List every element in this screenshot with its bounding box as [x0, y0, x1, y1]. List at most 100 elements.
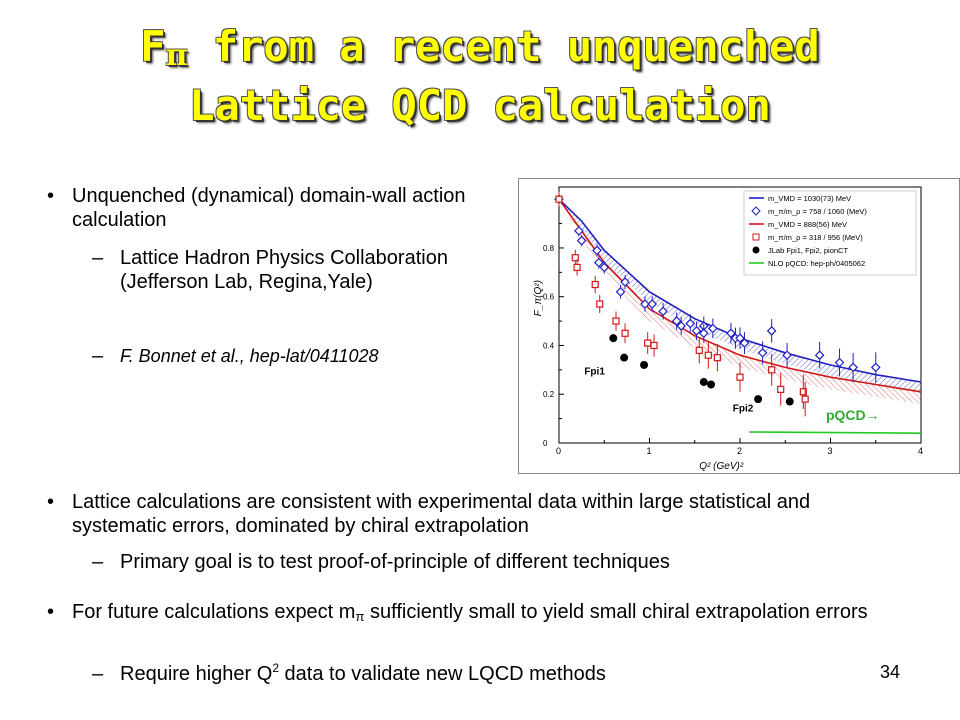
y-tick-label: 0.2 [543, 390, 555, 399]
bullet-1-text: Unquenched (dynamical) domain-wall actio… [72, 185, 466, 231]
legend-entry: m_π/m_ρ = 758 / 1060 (MeV) [768, 207, 867, 216]
bullet-marker: • [47, 601, 55, 623]
dash-marker: – [92, 663, 104, 685]
jlab-data-point [699, 378, 708, 387]
dash-marker: – [92, 345, 104, 367]
legend-swatch [751, 206, 761, 216]
blue-diamond-point [576, 235, 587, 246]
green-pqcd-curve [749, 431, 922, 434]
jlab-data-point [640, 360, 649, 369]
title-line-2: Lattice QCD calculation [189, 81, 771, 130]
blue-diamond-point [782, 350, 792, 361]
jlab-data-point [620, 353, 629, 362]
chart-frame: 0 1 2 3 4 0 0.2 0.4 0.6 0.8 Q² (GeV)² F_π(Q²) m_VMD … [518, 178, 960, 474]
x-tick-label: 1 [647, 446, 652, 456]
blue-diamond-point [735, 333, 745, 344]
x-tick-label: 2 [737, 446, 742, 456]
red-square-point [644, 339, 652, 347]
legend-entry: m_VMD = 888(56) MeV [768, 220, 847, 229]
blue-diamond-point [698, 328, 709, 339]
annotation-fpi1: Fpi1 [584, 367, 605, 378]
title-f: F [140, 22, 166, 71]
slide-title: Fπ from a recent unquenched Lattice QCD … [0, 22, 960, 131]
bullet-marker: • [47, 491, 55, 513]
x-axis-label: Q² (GeV)² [699, 461, 744, 472]
dash-marker: – [92, 551, 104, 573]
blue-diamond-point [726, 328, 736, 339]
red-square-point [555, 195, 563, 203]
red-square-point [799, 388, 807, 396]
bullet-marker: • [47, 185, 55, 207]
red-square-point [650, 341, 658, 350]
bullet-3-text-a: For future calculations expect m [72, 601, 356, 623]
red-square-point [736, 373, 744, 381]
bullet-2-text: Lattice calculations are consistent with… [72, 491, 811, 537]
blue-diamond-point [658, 306, 668, 317]
bullet-1-sub-1: – Lattice Hadron Physics Collaboration (… [92, 246, 485, 294]
page-number: 34 [880, 662, 901, 682]
y-tick-label: 0.8 [543, 244, 555, 253]
blue-diamond-point [685, 318, 696, 329]
blue-diamond-point [848, 362, 858, 373]
blue-diamond-point [640, 299, 650, 309]
x-tick-label: 4 [918, 446, 923, 456]
bullet-2-sub-1: – Primary goal is to test proof-of-princ… [92, 550, 900, 574]
bullet-3-pi: π [355, 609, 365, 624]
y-tick-label: 0 [543, 439, 548, 448]
jlab-data-point [609, 334, 618, 343]
bullet-3: • For future calculations expect mπ suff… [47, 600, 872, 624]
blue-diamond-point [834, 357, 845, 368]
legend-entry: NLO pQCD: hep-ph/0405062 [768, 259, 865, 268]
red-square-point [621, 329, 629, 337]
jlab-data-point [707, 380, 716, 389]
legend-swatch [752, 233, 760, 241]
red-square-point [695, 346, 703, 354]
title-pi-subscript: π [165, 38, 188, 73]
bullet-1-sub-2-text: F. Bonnet et al., hep-lat/0411028 [120, 346, 379, 366]
red-square-point [801, 395, 809, 403]
legend-entry: JLab Fpi1, Fpi2, pionCT [768, 246, 848, 255]
y-axis-label: F_π(Q²) [533, 280, 544, 316]
blue-diamond-point [592, 245, 602, 256]
blue-diamond-point [691, 325, 702, 336]
bullet-3-sub-1: – Require higher Q2 data to validate new… [92, 661, 820, 686]
blue-diamond-point [739, 338, 750, 348]
legend-box [743, 190, 917, 276]
blue-diamond-point [599, 262, 610, 273]
bullet-1-sub-2: – F. Bonnet et al., hep-lat/0411028 [92, 344, 500, 368]
blue-diamond-point [620, 277, 630, 287]
blue-diamond-point [647, 299, 658, 309]
red-square-point [612, 317, 620, 325]
jlab-data-point [785, 397, 794, 406]
bullet-3-text-b: sufficiently small to yield small chiral… [364, 601, 868, 623]
red-square-point [571, 254, 579, 262]
blue-diamond-point [574, 226, 584, 236]
blue-diamond-point [766, 325, 777, 336]
blue-diamond-point [671, 316, 682, 326]
title-line-1: Fπ from a recent unquenched [0, 22, 960, 81]
red-square-point [596, 300, 604, 308]
y-tick-label: 0.6 [543, 293, 555, 302]
jlab-data-point [754, 395, 763, 404]
blue-diamond-point [708, 323, 718, 334]
blue-diamond-point [814, 350, 825, 361]
legend-swatch [752, 246, 760, 254]
red-square-point [777, 385, 785, 393]
blue-diamond-point [615, 286, 626, 297]
form-factor-chart: 0 1 2 3 4 0 0.2 0.4 0.6 0.8 Q² (GeV)² F_π(Q²) m_VMD … [533, 186, 923, 472]
red-square-point [591, 280, 599, 289]
legend-entry: m_VMD = 1030(73) MeV [768, 194, 851, 203]
x-tick-label: 3 [828, 446, 833, 456]
bullet-3-sub-1-text-a: Require higher Q [120, 663, 273, 685]
annotation-fpi2: Fpi2 [733, 403, 754, 414]
bullet-3-sub-1-text-b: data to validate new LQCD methods [279, 663, 606, 685]
y-tick-label: 0.4 [543, 341, 555, 350]
blue-diamond-point [593, 257, 604, 268]
red-square-point [573, 263, 581, 272]
x-tick-label: 0 [556, 446, 561, 456]
dash-marker: – [92, 247, 104, 269]
red-square-point [768, 366, 776, 374]
blue-diamond-point [870, 362, 881, 373]
bullet-3-sub-1-sup: 2 [272, 661, 279, 675]
bullet-1: • Unquenched (dynamical) domain-wall act… [47, 184, 482, 232]
